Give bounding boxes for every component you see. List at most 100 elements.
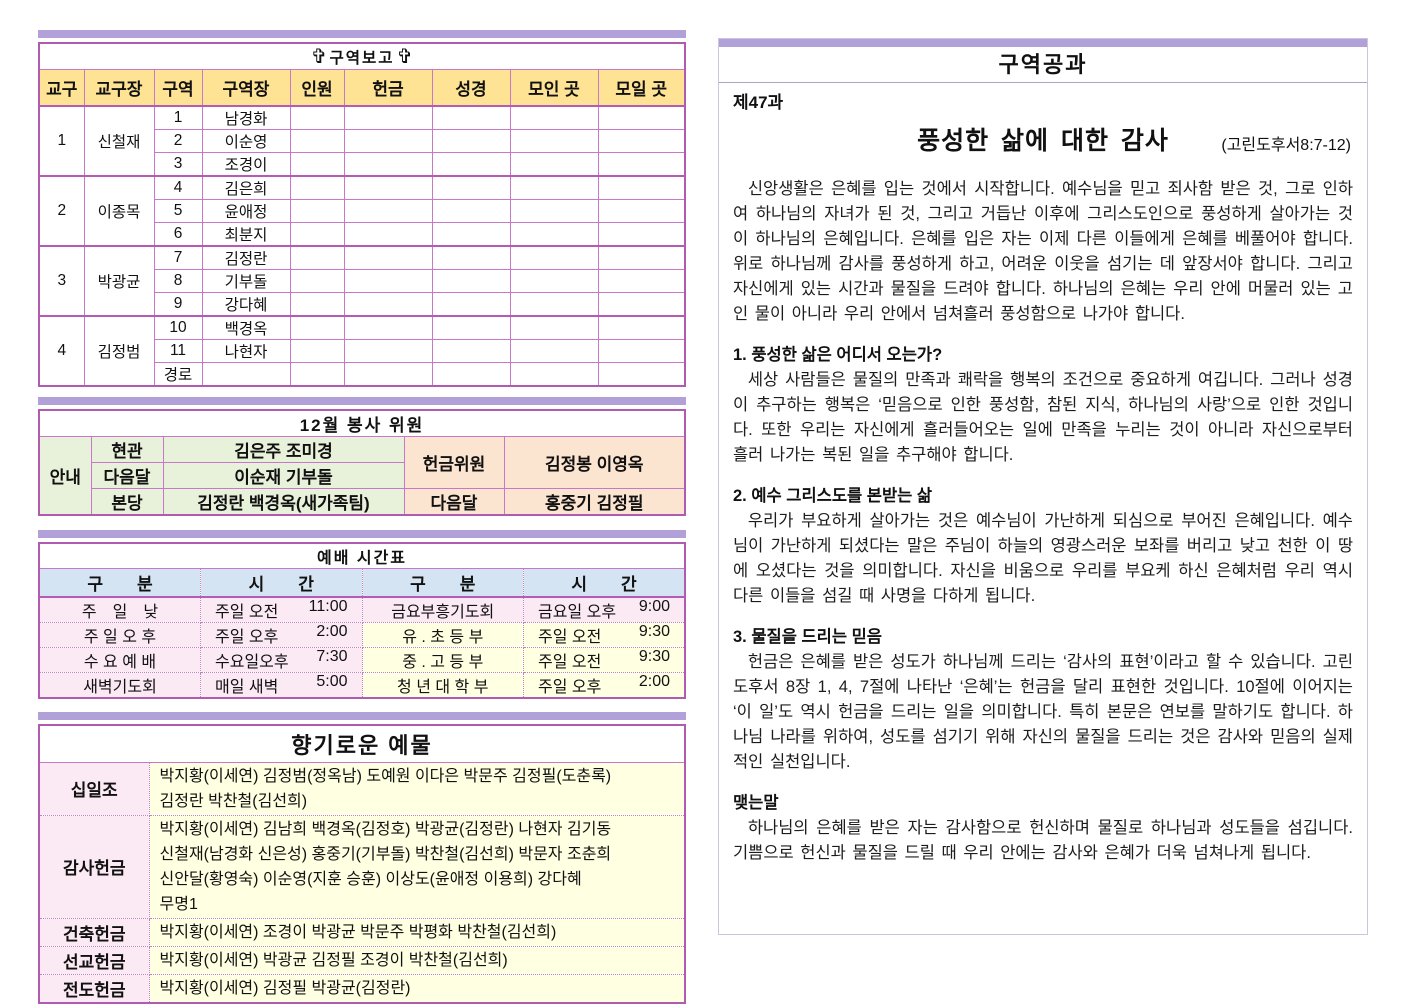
zone-no: 2	[153, 128, 203, 153]
service-name: 주 일 낮	[38, 596, 201, 623]
table-row: 다음달 이순재 기부돌	[39, 461, 685, 489]
table-row: 6 최분지	[39, 221, 686, 246]
empty-cell	[597, 221, 686, 246]
col-header-time: 시 간	[200, 567, 363, 598]
empty-cell	[431, 268, 511, 293]
empty-cell	[289, 361, 345, 386]
service-time: 9:00	[638, 598, 670, 615]
service-when: 주일 오전	[215, 604, 279, 621]
schedule-title-row: 예배 시간표	[38, 542, 686, 569]
table-row: 2 이순영	[39, 128, 686, 153]
offerings-title: 향기로운 예물	[38, 724, 686, 763]
district-report-section: ✞ 구역보고 ✞ 교구 교구장 구역 구역장 인원 헌금 성경 모인 곳 모일 곳 …	[38, 30, 686, 387]
offering-names: 박지황(이세연) 김정범(정옥남) 도예원 이다은 박문주 김정필(도춘록) 김…	[148, 761, 686, 816]
col-header-met-place: 모인 곳	[509, 69, 599, 107]
service-time: 9:30	[638, 648, 670, 666]
empty-cell	[343, 314, 433, 340]
empty-cell	[509, 291, 599, 316]
empty-cell	[289, 104, 345, 130]
table-row: 선교헌금 박지황(이세연) 박광균 김정필 조경이 박찬철(김선희)	[38, 945, 686, 975]
section-body: 하나님의 은혜를 받은 자는 감사함으로 헌신하며 물질로 하나님과 성도들을 …	[733, 819, 1353, 862]
empty-cell	[289, 198, 345, 223]
offering-names-line: 박지황(이세연) 김남희 백경옥(김정호) 박광균(김정란) 나현자 김기동	[159, 820, 612, 838]
table-row: 주 일 낮 주일 오전 11:00 금요부흥기도회 금요일 오후 9:00	[38, 596, 686, 623]
section-body: 우리가 부요하게 살아가는 것은 예수님이 가난하게 되심으로 부어진 은혜입니…	[733, 512, 1353, 605]
table-row: 3 박광균 7 김정란	[38, 244, 686, 316]
empty-cell	[343, 151, 433, 176]
service-when: 주일 오후	[538, 679, 602, 696]
guide-names: 김정란 백경옥(새가족팀)	[162, 487, 405, 515]
col-header-time: 시 간	[523, 567, 686, 598]
empty-cell	[509, 104, 599, 130]
lesson-number: 제47과	[733, 93, 784, 112]
table-row: 11 나현자	[39, 338, 686, 363]
table-row: 십일조 박지황(이세연) 김정범(정옥남) 도예원 이다은 박문주 김정필(도춘…	[38, 761, 686, 816]
service-name: 금요부흥기도회	[361, 596, 524, 623]
zone-no: 1	[153, 104, 203, 130]
empty-cell	[509, 338, 599, 363]
table-row: 건축헌금 박지황(이세연) 조경이 박광균 박문주 박평화 박찬철(김선희)	[38, 917, 686, 947]
empty-cell	[431, 198, 511, 223]
zone-chief	[201, 361, 291, 386]
report-title-row: ✞ 구역보고 ✞	[38, 42, 686, 70]
service-time-cell: 금요일 오후 9:00	[523, 596, 686, 623]
accent-bar	[38, 712, 686, 720]
district-no: 1	[38, 104, 85, 176]
empty-cell	[289, 244, 345, 270]
empty-cell	[343, 268, 433, 293]
service-committee-table: 12월 봉사 위원 안내 현관 김은주 조미경 헌금위원 김정봉 이영옥 다음달…	[38, 408, 686, 516]
lesson-page-title: 구역공과	[719, 47, 1367, 83]
section-heading: 2. 예수 그리스도를 본받는 삶	[733, 487, 933, 505]
service-time: 7:30	[316, 648, 348, 666]
zone-no: 8	[153, 268, 203, 293]
zone-no: 10	[153, 314, 203, 340]
service-time: 9:30	[638, 623, 670, 641]
empty-cell	[289, 128, 345, 153]
empty-cell	[597, 338, 686, 363]
empty-cell	[343, 291, 433, 316]
scripture-reference: (고린도후서8:7-12)	[1221, 137, 1351, 154]
offering-names-line: 신안달(황영숙) 이순영(지훈 승훈) 이상도(윤애정 이용희) 강다혜	[159, 870, 582, 888]
zone-no: 7	[153, 244, 203, 270]
table-row: 전도헌금 박지황(이세연) 김정필 박광균(김정란)	[38, 973, 686, 1003]
offerings-section: 향기로운 예물 십일조 박지황(이세연) 김정범(정옥남) 도예원 이다은 박문…	[38, 712, 686, 1004]
empty-cell	[597, 174, 686, 200]
service-time-cell: 주일 오전 11:00	[200, 596, 363, 623]
empty-cell	[509, 151, 599, 176]
schedule-title: 예배 시간표	[38, 542, 686, 569]
table-row: 5 윤애정	[39, 198, 686, 223]
lesson-title-block: 풍성한 삶에 대한 감사 (고린도후서8:7-12)	[733, 121, 1353, 161]
empty-cell	[431, 361, 511, 386]
table-row: 안내 현관 김은주 조미경 헌금위원 김정봉 이영옥	[38, 435, 686, 515]
district-no: 3	[38, 244, 85, 316]
zone-chief: 나현자	[201, 338, 291, 363]
zone-chief: 김정란	[201, 244, 291, 270]
accent-bar	[719, 39, 1367, 47]
empty-cell	[597, 291, 686, 316]
district-leader: 이종목	[83, 174, 155, 246]
table-row: 경로	[39, 361, 686, 386]
empty-cell	[431, 244, 511, 270]
table-row: 수 요 예 배 수요일오후 7:30 중 . 고 등 부 주일 오전 9:30	[38, 647, 686, 673]
service-name: 새벽기도회	[38, 672, 201, 699]
service-when: 주일 오전	[538, 629, 602, 646]
empty-cell	[509, 128, 599, 153]
offering-names-line: 신철재(남경화 신은성) 홍중기(기부돌) 박찬철(김선희) 박문자 조춘희	[159, 845, 612, 863]
table-row: 4 김정범 10 백경옥	[38, 314, 686, 386]
empty-cell	[431, 174, 511, 200]
empty-cell	[597, 104, 686, 130]
col-header-district: 교구	[38, 69, 85, 107]
offering-names-line: 김정란 박찬철(김선희)	[159, 792, 308, 810]
zone-chief: 김은희	[201, 174, 291, 200]
col-header-attendance: 인원	[289, 69, 345, 107]
empty-cell	[597, 128, 686, 153]
district-no: 2	[38, 174, 85, 246]
next-month-names: 홍중기 김정필	[503, 487, 686, 515]
zone-no: 3	[153, 151, 203, 176]
district-leader: 신철재	[83, 104, 155, 176]
col-header-category: 구 분	[38, 567, 201, 598]
offering-names-line: 무명1	[159, 895, 198, 913]
empty-cell	[431, 128, 511, 153]
report-title: 구역보고	[329, 50, 395, 67]
worship-schedule-section: 예배 시간표 구 분 시 간 구 분 시 간 주 일 낮 주일 오전 11:00 …	[38, 529, 686, 699]
